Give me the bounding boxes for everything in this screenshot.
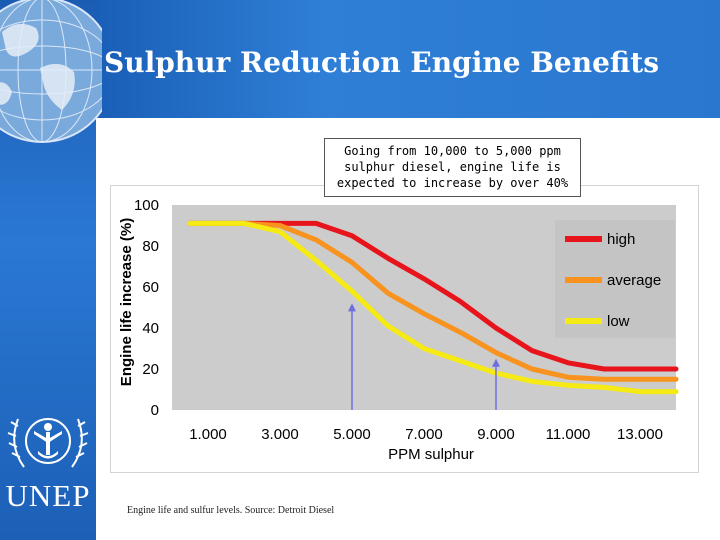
x-tick-label: 13.000 xyxy=(617,426,663,443)
y-axis: 0 20 40 60 80 100 xyxy=(134,197,159,419)
slide-title: Sulphur Reduction Engine Benefits xyxy=(104,46,659,79)
engine-life-chart: 1.000 3.000 5.000 7.000 9.000 11.000 13.000 0 2… xyxy=(118,197,679,463)
unep-logo-text: UNEP xyxy=(5,478,91,513)
y-tick-label: 60 xyxy=(142,279,159,296)
x-axis-title: PPM sulphur xyxy=(388,446,474,463)
y-tick-label: 20 xyxy=(142,361,159,378)
x-tick-label: 11.000 xyxy=(546,426,591,443)
annotation-callout: Going from 10,000 to 5,000 ppm sulphur d… xyxy=(324,138,581,197)
series-line-high xyxy=(187,220,679,372)
legend-label-low: low xyxy=(607,313,630,330)
series-line-low xyxy=(187,220,679,395)
x-tick-label: 3.000 xyxy=(261,426,299,443)
x-tick-label: 7.000 xyxy=(405,426,443,443)
marker-arrow-head xyxy=(492,358,500,367)
y-tick-label: 0 xyxy=(151,402,159,419)
x-tick-label: 1.000 xyxy=(189,426,227,443)
y-axis-title: Engine life increase (%) xyxy=(118,218,135,386)
globe-icon xyxy=(0,0,102,143)
legend-label-high: high xyxy=(607,231,635,248)
marker-arrow-head xyxy=(348,303,356,312)
header-band xyxy=(0,0,720,118)
source-note: Engine life and sulfur levels. Source: D… xyxy=(127,505,335,516)
y-tick-label: 80 xyxy=(142,238,159,255)
x-tick-label: 9.000 xyxy=(477,426,515,443)
x-axis: 1.000 3.000 5.000 7.000 9.000 11.000 13.000 xyxy=(189,426,663,443)
y-tick-label: 100 xyxy=(134,197,159,214)
y-tick-label: 40 xyxy=(142,320,159,337)
legend-label-average: average xyxy=(607,272,661,289)
unep-emblem-icon xyxy=(7,418,89,468)
marker-arrows xyxy=(348,303,500,410)
series-line-average xyxy=(187,220,679,382)
legend: high average low xyxy=(555,220,675,338)
series-lines xyxy=(187,220,679,395)
x-tick-label: 5.000 xyxy=(333,426,371,443)
